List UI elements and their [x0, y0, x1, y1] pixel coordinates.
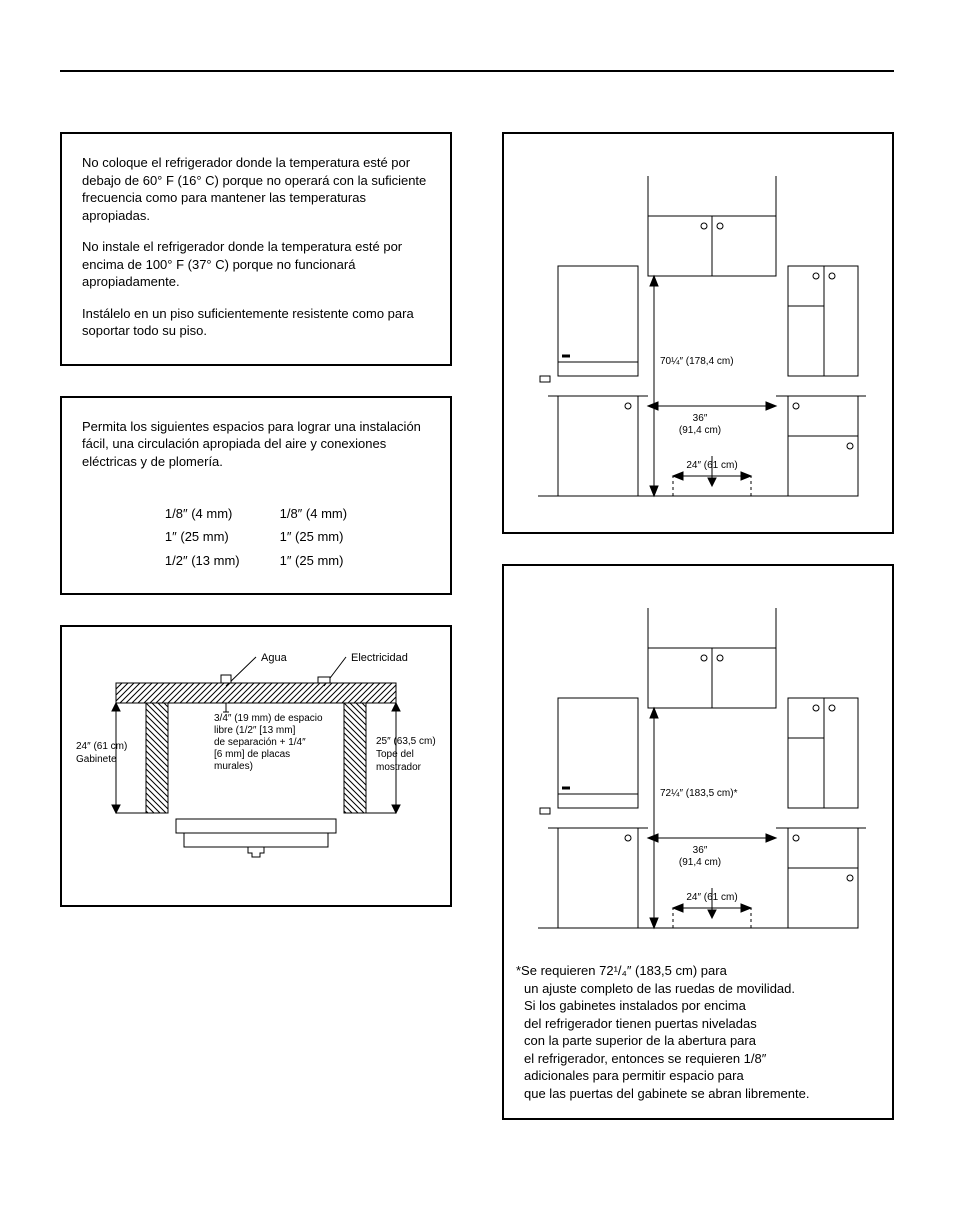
center-note-l1: 3/4″ (19 mm) de espacio	[214, 713, 323, 724]
elev-b-width-sub: (91,4 cm)	[679, 857, 721, 868]
clearances-box: Permita los siguientes espacios para log…	[60, 396, 452, 595]
elev-a-width-sub: (91,4 cm)	[679, 425, 721, 436]
left-dim-top: 24″ (61 cm)	[76, 741, 127, 752]
left-column: No coloque el refrigerador donde la temp…	[60, 132, 452, 907]
page: No coloque el refrigerador donde la temp…	[0, 0, 954, 1180]
location-p2: No instale el refrigerador donde la temp…	[82, 238, 430, 291]
elevation-footnote: *Se requieren 72¹/₄″ (183,5 cm) para un …	[516, 962, 813, 1102]
rough-in-figure-box: Agua Electricidad	[60, 625, 452, 907]
footnote-line: el refrigerador, entonces se requieren 1…	[516, 1050, 809, 1068]
location-requirements-box: No coloque el refrigerador donde la temp…	[60, 132, 452, 366]
top-rule	[60, 70, 894, 72]
clearance-value: 1/2″ (13 mm)	[165, 552, 240, 570]
elev-a-depth: 24″ (61 cm)	[686, 460, 737, 471]
clearance-value: 1/8″ (4 mm)	[280, 505, 347, 523]
rough-in-diagram: Agua Electricidad	[76, 639, 436, 889]
electricity-label: Electricidad	[351, 652, 408, 664]
right-dim-mid: Tope del	[376, 749, 414, 760]
footnote-line: Si los gabinetes instalados por encima	[516, 997, 809, 1015]
elevation-b-diagram: 72¼″ (183,5 cm)* 36″ (91,4 cm) 24″ (61 c…	[518, 578, 878, 948]
elevation-b-box: 72¼″ (183,5 cm)* 36″ (91,4 cm) 24″ (61 c…	[502, 564, 894, 1120]
location-p3: Instálelo en un piso suficientemente res…	[82, 305, 430, 340]
elev-b-width: 36″	[693, 845, 708, 856]
footnote-line: que las puertas del gabinete se abran li…	[516, 1085, 809, 1103]
footnote-line: adicionales para permitir espacio para	[516, 1067, 809, 1085]
location-p1: No coloque el refrigerador donde la temp…	[82, 154, 430, 224]
right-column: 70¼″ (178,4 cm) 36″ (91,4 cm) 24″ (61 cm…	[502, 132, 894, 1120]
center-note-l4: [6 mm] de placas	[214, 749, 290, 760]
center-note-l3: de separación + 1/4″	[214, 737, 306, 748]
elevation-a-diagram: 70¼″ (178,4 cm) 36″ (91,4 cm) 24″ (61 cm…	[518, 146, 878, 516]
clearances-col-right: 1/8″ (4 mm) 1″ (25 mm) 1″ (25 mm)	[280, 505, 347, 570]
footnote-line: con la parte superior de la abertura par…	[516, 1032, 809, 1050]
elev-a-height: 70¼″ (178,4 cm)	[660, 355, 734, 367]
clearance-value: 1/8″ (4 mm)	[165, 505, 240, 523]
footnote-line: un ajuste completo de las ruedas de movi…	[516, 980, 809, 998]
right-dim-top: 25″ (63,5 cm)	[376, 736, 436, 747]
left-dim-bot: Gabinete	[76, 754, 117, 765]
elev-a-width: 36″	[693, 413, 708, 424]
center-note-l5: murales)	[214, 761, 253, 772]
center-note-l2: libre (1/2″ [13 mm]	[214, 725, 296, 736]
elevation-a-box: 70¼″ (178,4 cm) 36″ (91,4 cm) 24″ (61 cm…	[502, 132, 894, 534]
clearance-value: 1″ (25 mm)	[165, 528, 240, 546]
two-column-layout: No coloque el refrigerador donde la temp…	[60, 132, 894, 1120]
clearances-intro: Permita los siguientes espacios para log…	[82, 418, 430, 471]
elev-b-height: 72¼″ (183,5 cm)*	[660, 787, 738, 799]
clearances-table: 1/8″ (4 mm) 1″ (25 mm) 1/2″ (13 mm) 1/8″…	[82, 505, 430, 570]
clearance-value: 1″ (25 mm)	[280, 528, 347, 546]
footnote-line: *Se requieren 72¹/₄″ (183,5 cm) para	[516, 962, 809, 980]
clearance-value: 1″ (25 mm)	[280, 552, 347, 570]
water-label: Agua	[261, 652, 288, 664]
elev-b-depth: 24″ (61 cm)	[686, 892, 737, 903]
right-dim-bot: mostrador	[376, 762, 422, 773]
clearances-col-left: 1/8″ (4 mm) 1″ (25 mm) 1/2″ (13 mm)	[165, 505, 240, 570]
footnote-line: del refrigerador tienen puertas nivelada…	[516, 1015, 809, 1033]
